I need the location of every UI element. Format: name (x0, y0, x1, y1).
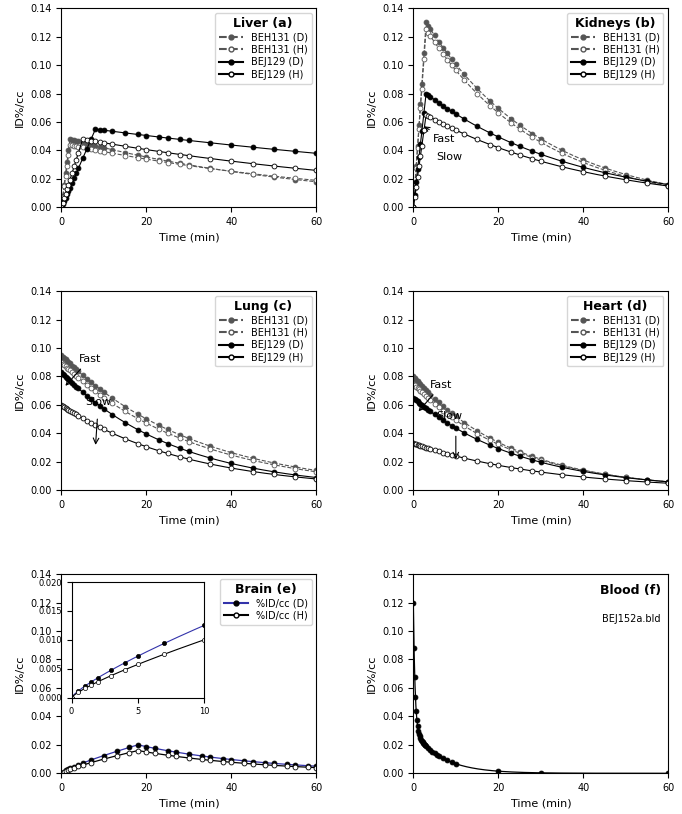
Legend: BEH131 (D), BEH131 (H), BEJ129 (D), BEJ129 (H): BEH131 (D), BEH131 (H), BEJ129 (D), BEJ1… (215, 13, 312, 84)
X-axis label: Time (min): Time (min) (159, 799, 219, 808)
Text: Fast: Fast (419, 380, 453, 410)
Y-axis label: ID%/cc: ID%/cc (366, 371, 376, 410)
Y-axis label: ID%/cc: ID%/cc (14, 654, 25, 693)
Text: Slow: Slow (85, 397, 111, 407)
Text: Fast: Fast (425, 127, 455, 144)
Legend: %ID/cc (D), %ID/cc (H): %ID/cc (D), %ID/cc (H) (220, 579, 312, 624)
X-axis label: Time (min): Time (min) (511, 799, 571, 808)
Legend: BEH131 (D), BEH131 (H), BEJ129 (D), BEJ129 (H): BEH131 (D), BEH131 (H), BEJ129 (D), BEJ1… (567, 13, 664, 84)
Text: BEJ152a.bld: BEJ152a.bld (602, 614, 661, 624)
X-axis label: Time (min): Time (min) (159, 233, 219, 243)
Text: Slow: Slow (436, 152, 463, 163)
X-axis label: Time (min): Time (min) (159, 515, 219, 526)
Y-axis label: ID%/cc: ID%/cc (366, 89, 376, 127)
Legend: BEH131 (D), BEH131 (H), BEJ129 (D), BEJ129 (H): BEH131 (D), BEH131 (H), BEJ129 (D), BEJ1… (567, 296, 664, 366)
X-axis label: Time (min): Time (min) (511, 515, 571, 526)
X-axis label: Time (min): Time (min) (511, 233, 571, 243)
Text: Slow: Slow (436, 411, 463, 421)
Text: Blood (f): Blood (f) (599, 584, 661, 597)
Legend: BEH131 (D), BEH131 (H), BEJ129 (D), BEJ129 (H): BEH131 (D), BEH131 (H), BEJ129 (D), BEJ1… (215, 296, 312, 366)
Y-axis label: ID%/cc: ID%/cc (14, 371, 25, 410)
Y-axis label: ID%/cc: ID%/cc (14, 89, 25, 127)
Text: Fast: Fast (66, 354, 101, 385)
Y-axis label: ID%/cc: ID%/cc (366, 654, 376, 693)
